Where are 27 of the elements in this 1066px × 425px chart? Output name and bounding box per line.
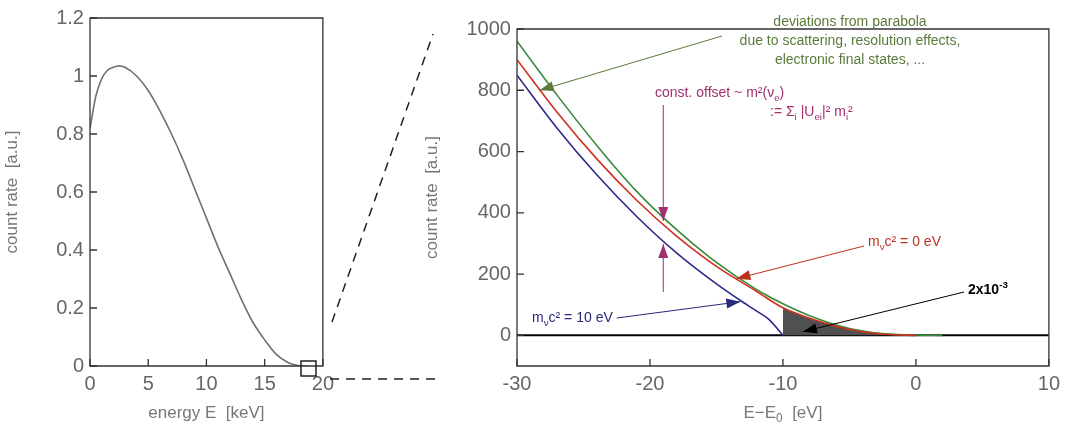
y-tick-label: 0 <box>499 322 511 345</box>
line-series <box>517 74 784 337</box>
y-tick-label: 400 <box>477 200 511 223</box>
y-tick-label: 0.8 <box>56 121 84 144</box>
y-tick-label: 0 <box>72 353 84 376</box>
x-tick-label: -20 <box>635 371 665 394</box>
y-tick-label: 600 <box>477 139 511 162</box>
y-tick-label: 1000 <box>466 16 511 39</box>
y-tick-label: 200 <box>477 261 511 284</box>
y-tick-label: 1 <box>72 63 84 86</box>
y-tick-label: 1.2 <box>56 5 84 28</box>
x-tick-label: 5 <box>142 371 154 394</box>
x-tick-label: 10 <box>1037 371 1060 394</box>
x-axis-title: energy E [keV] <box>148 402 265 422</box>
x-tick-label: -10 <box>768 371 798 394</box>
y-tick-label: 0.4 <box>56 237 84 260</box>
x-tick-label: -30 <box>502 371 532 394</box>
y-axis-title: count rate [a.u.] <box>1 130 21 254</box>
y-tick-label: 0.6 <box>56 179 84 202</box>
y-tick-label: 800 <box>477 77 511 100</box>
annotation: deviations from parabola due to scattering, resolution effects, electronic final states, ... <box>739 12 961 67</box>
x-tick-label: 0 <box>910 371 922 394</box>
x-tick-label: 15 <box>253 371 276 394</box>
x-tick-label: 10 <box>195 371 218 394</box>
x-tick-label: 20 <box>311 371 334 394</box>
y-axis-title: count rate [a.u.] <box>421 136 441 259</box>
y-tick-label: 0.2 <box>56 295 84 318</box>
